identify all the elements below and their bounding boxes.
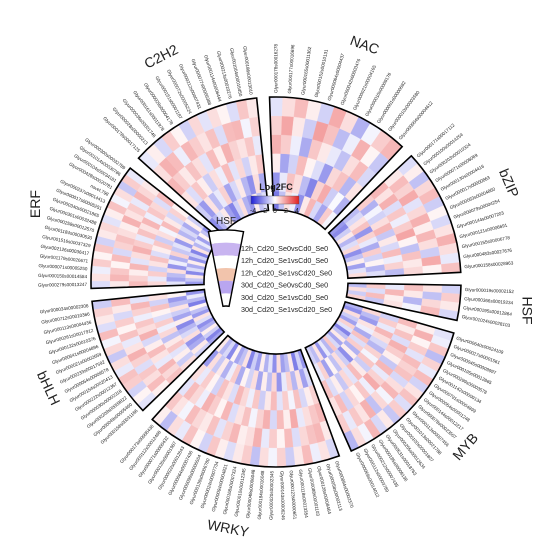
legend: Log2FC -4 -2 0 2 4 (250, 182, 300, 215)
gene-label: Glyur000123s00000651 (289, 470, 298, 520)
gene-label: Glyur001024s00028103 (461, 314, 511, 328)
sector-border (345, 282, 462, 322)
sector-wrky (151, 334, 341, 468)
heatmap-cell (271, 153, 281, 173)
heatmap-cell (269, 96, 283, 117)
ring-name-label: 30d_Cd20_Se1vsCd0_Se0 (241, 293, 328, 302)
gene-label: Glyur001179s00026671 (39, 253, 88, 263)
heatmap-cell (109, 274, 129, 282)
heatmap-cell (276, 428, 286, 449)
heatmap-cell (270, 391, 277, 411)
gene-label: Glyur000279s00013247 (38, 282, 88, 288)
sector-border (137, 97, 270, 235)
gene-label: Glyur000165s00011362 (300, 46, 312, 95)
heatmap-cell (276, 372, 283, 392)
legend-tick-label: -4 (250, 208, 256, 215)
heatmap-cell (284, 447, 296, 467)
family-label-bhlh: bHLH (34, 368, 64, 407)
key-wedge-border (207, 229, 245, 308)
heatmap-cell (128, 274, 148, 282)
gene-label: Glyur000483s00027676 (463, 248, 513, 260)
family-label-nac: NAC (348, 32, 381, 57)
sector-border (327, 154, 462, 280)
gene-label: Glyur000048s00006048 (245, 469, 256, 519)
key-ring-cell (210, 242, 242, 257)
heatmap-sectors (90, 96, 462, 468)
sector-nac (268, 96, 404, 231)
ring-name-label: 30d_Cd20_Se1vsCd20_Se0 (241, 305, 332, 314)
ring-name-label: 12h_Cd20_Se0vsCd0_Se0 (241, 244, 328, 253)
sector-bzip (327, 154, 462, 280)
ring-name-label: 12h_Cd20_Se1vsCd0_Se0 (241, 256, 328, 265)
center-key: HSF 12h_Cd20_Se0vsCd0_Se0 12h_Cd20_Se1vsCd… (207, 216, 332, 314)
family-label-hsf: HSF (520, 297, 536, 325)
sector-bhlh (91, 288, 226, 412)
key-ring-cell (213, 255, 239, 269)
heatmap-cell (422, 284, 443, 294)
family-label-c2h2: C2H2 (141, 41, 180, 72)
heatmap-cell (268, 429, 277, 449)
heatmap-cell (281, 115, 295, 136)
heatmap-cell (276, 391, 284, 411)
legend-title: Log2FC (259, 182, 293, 192)
family-label-wrky: WRKY (206, 516, 251, 540)
gene-label: Glyur000158s00028963 (464, 260, 514, 269)
family-label-erf: ERF (27, 190, 43, 218)
heatmap-cell (276, 410, 285, 430)
legend-ticks: -4 -2 0 2 4 (250, 208, 299, 215)
sector-erf (90, 166, 221, 290)
legend-tick-label: 2 (284, 208, 288, 215)
heatmap-cell (270, 115, 283, 135)
family-label-bzip: bZIP (496, 166, 522, 199)
heatmap-cell (90, 273, 111, 282)
sector-myb (304, 300, 455, 453)
gene-label: Glyur000071s00005250 (38, 263, 88, 271)
legend-tick-label: -2 (261, 208, 267, 215)
legend-tick-label: 4 (295, 208, 299, 215)
sector-border (304, 300, 455, 453)
sector-border (91, 288, 226, 412)
ring-name-label: 12h_Cd20_Se1vsCd20_Se0 (241, 268, 332, 277)
gene-label: Glyur000195s00012864 (463, 305, 513, 317)
gene-label: Glyur000143s00006246 (279, 471, 285, 521)
heatmap-cell (441, 262, 461, 274)
gene-label: Glyur000034s00002306 (40, 303, 90, 314)
key-ring-cell (208, 229, 244, 245)
sector-border (90, 166, 221, 290)
gene-label: Glyur000178s00016278 (273, 44, 278, 93)
sector-c2h2 (137, 97, 270, 235)
legend-colorbar (250, 195, 300, 205)
heatmap-cell (270, 134, 282, 154)
gene-label: Glyur000186s00013010 (242, 46, 254, 96)
gene-label: Glyur000177s00016696 (287, 44, 296, 94)
sector-border (268, 96, 404, 231)
key-ring-cell (220, 293, 232, 307)
gene-label: Glyur000019s00002152 (465, 287, 515, 294)
key-ring-cell (215, 267, 237, 282)
gene-label: Glyur000152s00010131 (314, 48, 329, 97)
gene-label: Glyur000150s00014584 (38, 273, 88, 279)
gene-label: Glyur000155s00006778 (461, 235, 511, 249)
heatmap-cell (269, 410, 277, 430)
gene-label: Glyur000118s00013354 (298, 469, 309, 518)
heatmap-cell (276, 447, 287, 468)
gene-label: Glyur000184s00016048 (257, 470, 265, 520)
sector-hsf (345, 282, 462, 322)
heatmap-cell (441, 284, 462, 295)
gene-label: Glyur000366s00019234 (464, 296, 514, 305)
legend-tick-label: 0 (273, 208, 277, 215)
gene-label: Glyur000020s00002345 (268, 470, 274, 520)
heatmap-cell (281, 96, 297, 117)
key-family-label: HSF (216, 216, 236, 227)
heatmap-cell (267, 447, 278, 468)
sector-border (151, 334, 341, 468)
ring-name-label: 30d_Cd20_Se0vsCd0_Se0 (241, 281, 328, 290)
key-ring-cell (218, 280, 234, 294)
